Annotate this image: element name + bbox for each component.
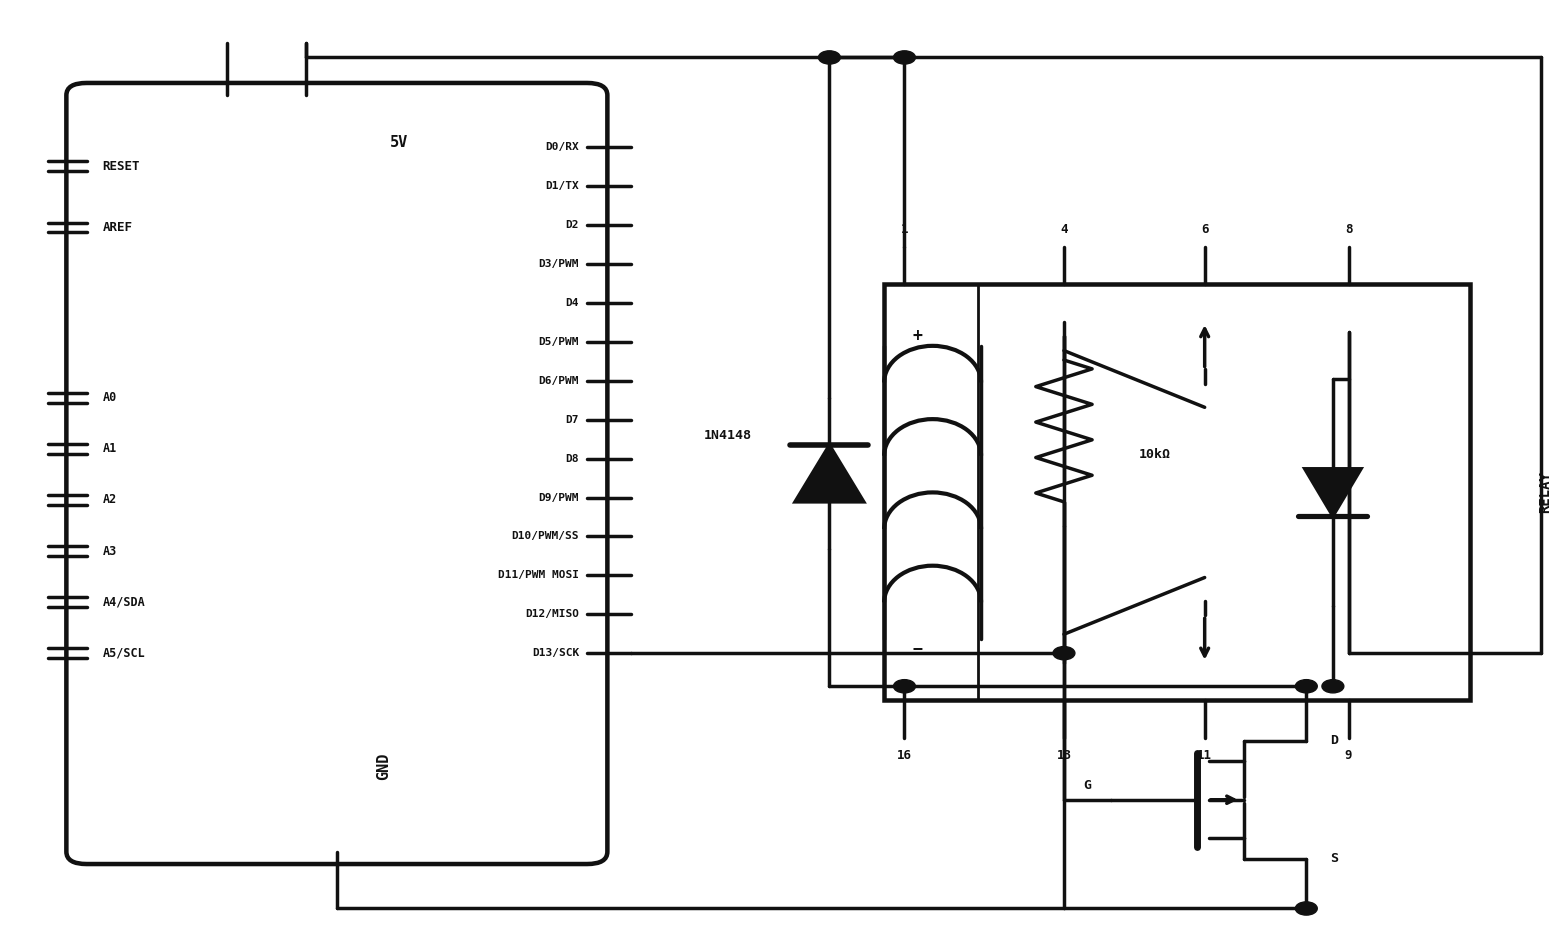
Text: D12/MISO: D12/MISO — [526, 609, 579, 619]
Polygon shape — [795, 445, 864, 502]
Text: 1N4148: 1N4148 — [704, 429, 751, 442]
Text: D9/PWM: D9/PWM — [538, 492, 579, 503]
Text: 6: 6 — [1200, 223, 1208, 236]
Circle shape — [894, 51, 916, 64]
Text: D4: D4 — [565, 298, 579, 308]
Text: D7: D7 — [565, 415, 579, 424]
Text: G: G — [1083, 779, 1091, 792]
Text: D10/PWM/SS: D10/PWM/SS — [512, 531, 579, 542]
Polygon shape — [1305, 469, 1362, 516]
Text: D1/TX: D1/TX — [546, 181, 579, 191]
Text: S: S — [1330, 852, 1338, 866]
Bar — [884, 284, 1471, 701]
Text: 5V: 5V — [390, 135, 408, 150]
Text: AREF: AREF — [102, 222, 133, 234]
Circle shape — [818, 51, 840, 64]
Text: RESET: RESET — [102, 160, 139, 172]
Text: GND: GND — [376, 753, 391, 780]
Text: 4: 4 — [1060, 223, 1067, 236]
Circle shape — [1296, 680, 1318, 693]
Text: D: D — [1330, 734, 1338, 747]
Text: 8: 8 — [1344, 223, 1352, 236]
Text: D2: D2 — [565, 220, 579, 230]
Text: 1: 1 — [901, 223, 908, 236]
Text: 13: 13 — [1056, 749, 1072, 761]
Text: A1: A1 — [102, 442, 116, 456]
Text: D6/PWM: D6/PWM — [538, 376, 579, 385]
Text: D3/PWM: D3/PWM — [538, 259, 579, 269]
Text: D11/PWM MOSI: D11/PWM MOSI — [498, 570, 579, 581]
Text: D0/RX: D0/RX — [546, 142, 579, 152]
Circle shape — [894, 680, 916, 693]
Text: A4/SDA: A4/SDA — [102, 596, 146, 609]
Text: A5/SCL: A5/SCL — [102, 647, 146, 660]
Text: D13/SCK: D13/SCK — [532, 648, 579, 658]
Circle shape — [1053, 647, 1075, 660]
Text: 16: 16 — [897, 749, 912, 761]
Text: +: + — [912, 328, 922, 346]
Text: A0: A0 — [102, 391, 116, 404]
Circle shape — [1322, 680, 1344, 693]
Text: 10kΩ: 10kΩ — [1139, 448, 1171, 461]
Text: D5/PWM: D5/PWM — [538, 337, 579, 347]
Text: D8: D8 — [565, 454, 579, 464]
Text: A3: A3 — [102, 545, 116, 558]
Text: A2: A2 — [102, 493, 116, 507]
Text: RELAY: RELAY — [1538, 472, 1552, 513]
Text: 11: 11 — [1197, 749, 1213, 761]
FancyBboxPatch shape — [66, 83, 607, 864]
Text: −: − — [912, 639, 922, 657]
Circle shape — [1296, 902, 1318, 915]
Text: 9: 9 — [1344, 749, 1352, 761]
